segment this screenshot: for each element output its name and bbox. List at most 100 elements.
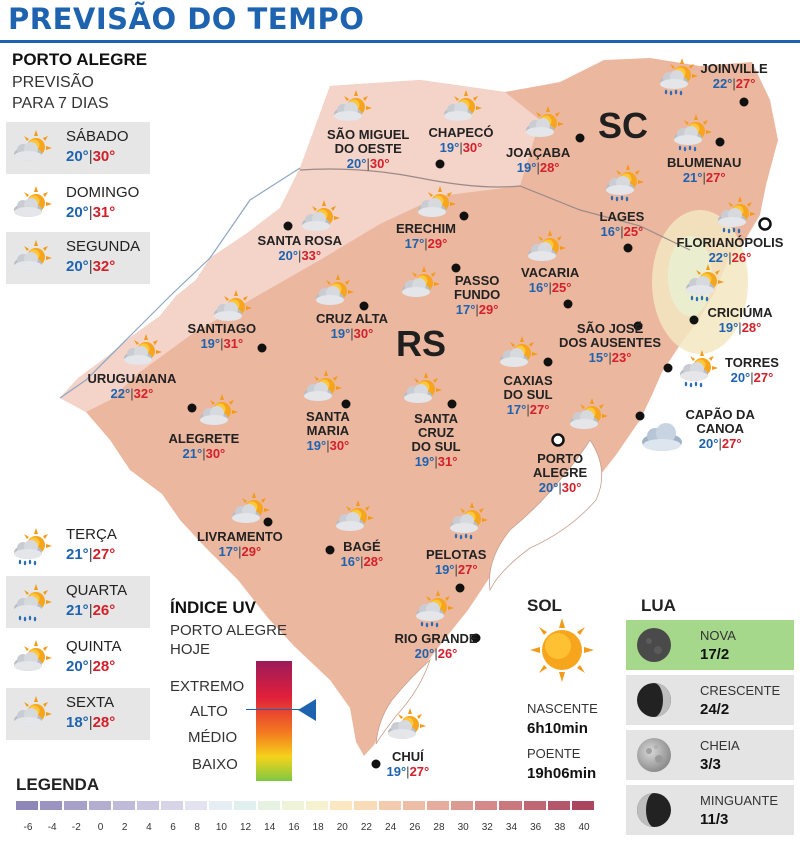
city-santa-cruz-do-sul: SANTA CRUZ DO SUL 19°|31° — [411, 412, 461, 470]
moon-phase-name: CHEIA — [700, 738, 740, 753]
legend-tick: 28 — [433, 822, 445, 833]
city-temps: 19°|27° — [426, 562, 486, 577]
city-marker-porto-alegre — [551, 433, 565, 447]
city-name: MARIA — [306, 423, 350, 438]
city-marker-torres — [663, 363, 673, 373]
legend-tick: 40 — [578, 822, 590, 833]
city-max-temp: 28° — [539, 160, 560, 175]
city-name: DO OESTE — [334, 141, 402, 156]
forecast-label-1: PREVISÃO — [12, 74, 94, 91]
temp-separator: | — [238, 544, 242, 559]
city-name: JOINVILLE — [700, 61, 768, 76]
city-name: PELOTAS — [426, 547, 487, 562]
day-min-temp: 21° — [66, 546, 89, 563]
legend-tick: 4 — [146, 822, 152, 833]
city-cruz-alta: CRUZ ALTA 19°|30° — [316, 312, 388, 342]
temp-separator: | — [88, 204, 93, 221]
city-max-temp: 26° — [437, 646, 458, 661]
legend-tick: 30 — [457, 822, 469, 833]
city-temps: 19°|27° — [387, 764, 430, 779]
city-florianopolis: FLORIANÓPOLIS 22°|26° — [677, 236, 784, 266]
sun-cloud-rain-icon — [602, 162, 646, 202]
day-max-temp: 28° — [92, 714, 116, 731]
city-name: SANTIAGO — [187, 321, 257, 336]
city-min-temp: 22° — [110, 386, 131, 401]
city-name: FUNDO — [454, 287, 501, 302]
partly-cloudy-sun-icon — [10, 694, 54, 734]
day-name: TERÇA — [66, 526, 117, 543]
day-max-temp: 27° — [92, 546, 116, 563]
forecast-day-2: DOMINGO 20°|31° — [6, 178, 150, 230]
city-max-temp: 27° — [457, 562, 478, 577]
legend-tick: 36 — [530, 822, 542, 833]
city-temps: 16°|25° — [600, 224, 645, 239]
uv-pointer-icon — [298, 699, 316, 721]
day-max-temp: 28° — [92, 658, 116, 675]
city-temps: 20°|33° — [258, 248, 343, 263]
partly-cloudy-sun-icon — [524, 228, 568, 264]
city-min-temp: 19° — [434, 562, 455, 577]
uv-title: ÍNDICE UV — [170, 598, 256, 617]
city-max-temp: 33° — [301, 248, 322, 263]
partly-cloudy-sun-icon — [312, 272, 356, 308]
partly-cloudy-sun-icon — [398, 264, 442, 300]
city-min-temp: 21° — [682, 170, 703, 185]
temp-separator: | — [88, 258, 93, 275]
city-name: SANTA ROSA — [257, 233, 343, 248]
first-quarter-moon-icon — [634, 680, 674, 720]
city-temps: 19°|30° — [306, 438, 350, 453]
state-label-sc: SC — [598, 105, 648, 146]
city-min-temp: 19° — [330, 326, 351, 341]
city-max-temp: 28° — [741, 320, 762, 335]
city-santa-maria: SANTA MARIA 19°|30° — [306, 410, 350, 454]
city-min-temp: 17° — [404, 236, 425, 251]
partly-cloudy-sun-icon — [384, 706, 428, 742]
city-name: PORTO — [537, 451, 584, 466]
partly-cloudy-sun-icon — [10, 238, 54, 278]
city-name: RIO GRANDE — [394, 631, 478, 646]
city-max-temp: 26° — [731, 250, 752, 265]
partly-cloudy-sun-icon — [414, 184, 458, 220]
day-min-temp: 20° — [66, 658, 89, 675]
city-temps: 19°|30° — [316, 326, 388, 341]
city-max-temp: 27° — [529, 402, 550, 417]
forecast-day-4: TERÇA 21°|27° — [6, 520, 150, 572]
city-name: SÃO MIGUEL — [327, 127, 410, 142]
moon-phase-date: 11/3 — [700, 811, 729, 828]
partly-cloudy-sun-icon — [566, 396, 610, 432]
partly-cloudy-sun-icon — [120, 332, 164, 368]
city-min-temp: 19° — [414, 454, 435, 469]
city-marker-santa-rosa — [283, 221, 293, 231]
city-temps: 19°|31° — [412, 454, 461, 469]
city-chui: CHUÍ 19°|27° — [387, 750, 430, 780]
partly-cloudy-sun-icon — [10, 128, 54, 168]
sunrise-time: 6h10min — [527, 720, 588, 737]
city-temps: 22°|32° — [88, 386, 177, 401]
city-marker-capao-da-canoa — [635, 411, 645, 421]
city-max-temp: 27° — [753, 370, 774, 385]
city-passo-fundo: PASSO FUNDO 17°|29° — [454, 274, 501, 318]
city-name: CANOA — [696, 421, 744, 436]
partly-cloudy-sun-icon — [522, 104, 566, 140]
legend-swatch — [475, 801, 498, 810]
city-min-temp: 21° — [182, 446, 203, 461]
city-temps: 22°|27° — [701, 76, 768, 91]
day-temps: 20°|30° — [66, 148, 115, 165]
uv-level-medio: MÉDIO — [188, 729, 238, 746]
city-min-temp: 19° — [386, 764, 407, 779]
city-temps: 20°|30° — [533, 480, 587, 495]
legend-tick: 0 — [97, 822, 104, 833]
day-temps: 18°|28° — [66, 714, 115, 731]
city-marker-joinville — [739, 97, 749, 107]
legend-tick: 34 — [505, 822, 518, 833]
sun-cloud-rain-icon — [412, 588, 456, 628]
city-name: DO SUL — [411, 439, 461, 454]
temp-separator: | — [702, 170, 706, 185]
city-marker-passo-fundo — [451, 263, 461, 273]
temp-separator: | — [728, 250, 732, 265]
city-name: CRICIÚMA — [707, 305, 773, 320]
city-name: TORRES — [725, 355, 779, 370]
city-max-temp: 29° — [427, 236, 448, 251]
city-min-temp: 19° — [306, 438, 327, 453]
city-marker-criciuma — [689, 315, 699, 325]
